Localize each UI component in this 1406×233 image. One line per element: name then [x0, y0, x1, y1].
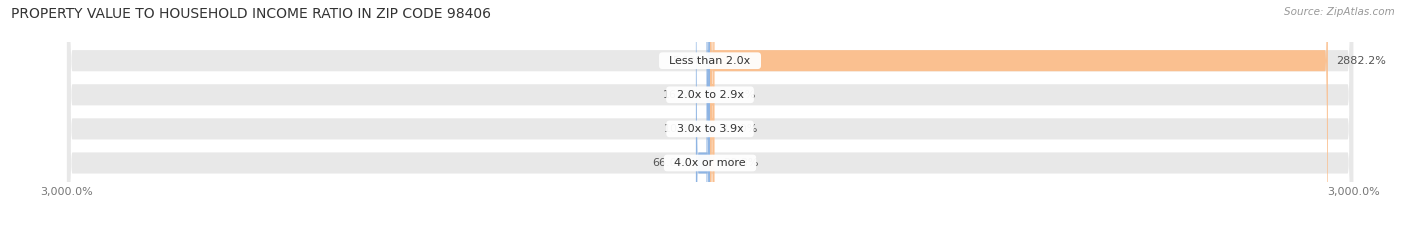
- Text: 11.9%: 11.9%: [721, 90, 756, 100]
- Text: 3.0x to 3.9x: 3.0x to 3.9x: [669, 124, 751, 134]
- Text: 2.0x to 2.9x: 2.0x to 2.9x: [669, 90, 751, 100]
- Text: Less than 2.0x: Less than 2.0x: [662, 56, 758, 66]
- FancyBboxPatch shape: [707, 0, 711, 233]
- Text: 5.1%: 5.1%: [672, 56, 700, 66]
- Text: 16.5%: 16.5%: [662, 90, 697, 100]
- FancyBboxPatch shape: [67, 0, 1353, 233]
- FancyBboxPatch shape: [67, 0, 1353, 233]
- FancyBboxPatch shape: [710, 0, 714, 233]
- FancyBboxPatch shape: [67, 0, 1353, 233]
- Text: 4.0x or more: 4.0x or more: [668, 158, 752, 168]
- FancyBboxPatch shape: [710, 0, 714, 233]
- FancyBboxPatch shape: [710, 0, 1327, 233]
- FancyBboxPatch shape: [710, 0, 713, 233]
- Text: 10.3%: 10.3%: [664, 124, 699, 134]
- FancyBboxPatch shape: [707, 0, 710, 233]
- Text: 20.8%: 20.8%: [723, 158, 759, 168]
- Text: 2882.2%: 2882.2%: [1337, 56, 1386, 66]
- FancyBboxPatch shape: [67, 0, 1353, 233]
- Legend: Without Mortgage, With Mortgage: Without Mortgage, With Mortgage: [586, 230, 834, 233]
- FancyBboxPatch shape: [706, 0, 710, 233]
- Text: 19.0%: 19.0%: [723, 124, 758, 134]
- FancyBboxPatch shape: [696, 0, 710, 233]
- Text: 66.0%: 66.0%: [652, 158, 688, 168]
- Text: PROPERTY VALUE TO HOUSEHOLD INCOME RATIO IN ZIP CODE 98406: PROPERTY VALUE TO HOUSEHOLD INCOME RATIO…: [11, 7, 491, 21]
- Text: Source: ZipAtlas.com: Source: ZipAtlas.com: [1284, 7, 1395, 17]
